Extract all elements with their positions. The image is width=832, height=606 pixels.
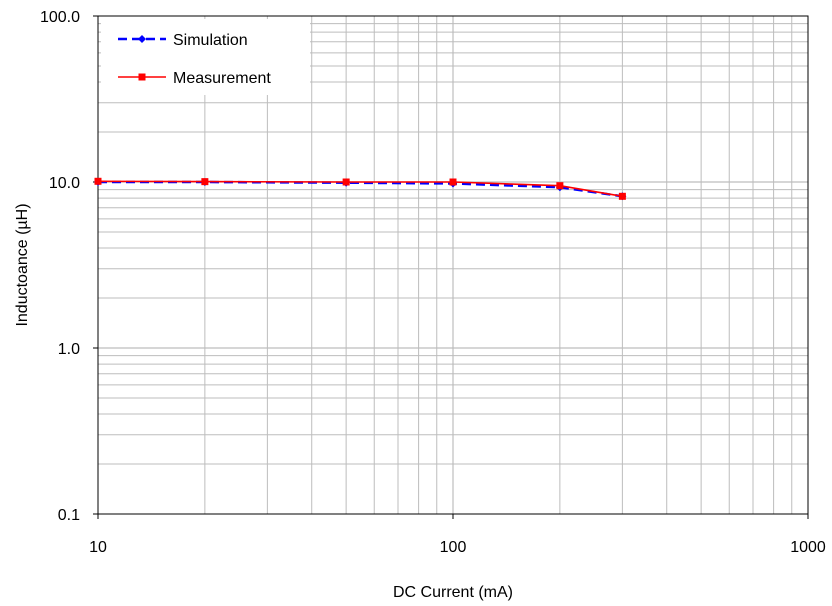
grid [98, 16, 808, 514]
data-point [342, 178, 350, 186]
legend-marker [138, 73, 146, 81]
legend-box [101, 19, 310, 95]
data-point [201, 178, 209, 186]
data-point [556, 182, 564, 190]
series-layer [94, 177, 627, 201]
y-tick-label: 0.1 [58, 507, 80, 524]
series-measurement [94, 177, 626, 200]
y-tick-label: 10.0 [49, 175, 80, 192]
legend-marker [138, 35, 146, 43]
y-tick-label: 1.0 [58, 341, 80, 358]
x-axis-label: DC Current (mA) [393, 584, 513, 601]
legend-label: Simulation [173, 32, 248, 49]
data-point [94, 177, 102, 185]
y-tick-label: 100.0 [40, 9, 80, 26]
x-tick-label: 10 [89, 539, 107, 556]
y-axis-label: Inductoance (µH) [14, 203, 31, 326]
data-point [449, 178, 457, 186]
tick-labels: 10 100 1000 100.0 10.0 1.0 0.1 [40, 9, 826, 556]
x-tick-label: 100 [440, 539, 467, 556]
x-tick-label: 1000 [790, 539, 826, 556]
data-point [618, 192, 626, 200]
legend-label: Measurement [173, 70, 271, 87]
legend: Simulation Measurement [101, 19, 310, 95]
series-line [97, 180, 623, 198]
